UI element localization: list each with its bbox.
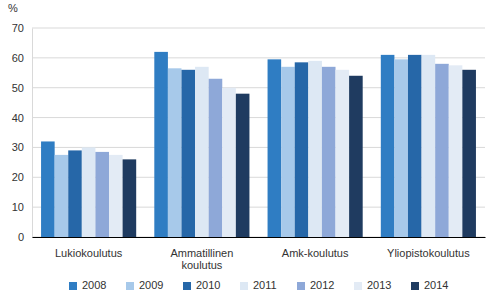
bar-series xyxy=(82,55,435,237)
bar xyxy=(281,67,295,237)
bar xyxy=(308,61,322,237)
legend-item: 2011 xyxy=(240,279,277,291)
y-tick-label: 50 xyxy=(12,82,24,94)
bar-series xyxy=(109,65,462,237)
bar xyxy=(222,88,236,237)
bar xyxy=(449,65,463,237)
legend-label: 2013 xyxy=(367,279,391,291)
legend-item: 2014 xyxy=(411,279,448,291)
bar xyxy=(55,155,69,237)
bar xyxy=(181,70,195,237)
bar xyxy=(154,52,168,237)
bar-series xyxy=(123,70,476,237)
bar xyxy=(408,55,422,237)
grid-line xyxy=(32,28,485,29)
legend-label: 2012 xyxy=(310,279,334,291)
bar xyxy=(422,55,436,237)
legend-label: 2010 xyxy=(196,279,220,291)
bar xyxy=(236,94,250,237)
y-tick-label: 60 xyxy=(12,52,24,64)
bars xyxy=(41,52,476,237)
chart-svg: 0 10 20 30 40 50 60 70 Lukiokoulutus Ammatillinen… xyxy=(0,0,491,303)
chart-container: 0 10 20 30 40 50 60 70 Lukiokoulutus Ammatillinen… xyxy=(0,0,491,303)
legend-swatch xyxy=(354,282,362,290)
y-tick-label: 40 xyxy=(12,112,24,124)
bar xyxy=(209,79,223,237)
grid xyxy=(32,28,485,237)
x-axis: Lukiokoulutus Ammatillinenkoulutus Amk-kou… xyxy=(33,237,486,271)
bar xyxy=(268,59,282,237)
plot-area: 0 10 20 30 40 50 60 70 Lukiokoulutus Ammatillinen… xyxy=(12,22,486,271)
y-tick: 20 xyxy=(12,171,32,183)
legend-label: 2008 xyxy=(82,279,106,291)
x-tick: Amk-koulutus xyxy=(282,237,349,259)
bar-series xyxy=(41,52,394,237)
y-tick-label: 0 xyxy=(18,231,24,243)
legend-label: 2011 xyxy=(253,279,277,291)
legend-item: 2013 xyxy=(354,279,391,291)
bar xyxy=(123,159,137,237)
legend-swatch xyxy=(183,282,191,290)
x-tick-label: Amk-koulutus xyxy=(282,247,349,259)
x-axis-line xyxy=(33,237,486,238)
bar xyxy=(336,70,350,237)
y-tick-label: 70 xyxy=(12,22,24,34)
bar xyxy=(95,152,109,237)
y-axis-title: % xyxy=(8,2,18,14)
bar-series xyxy=(68,55,421,237)
legend-swatch xyxy=(69,282,77,290)
legend-item: 2010 xyxy=(183,279,220,291)
bar xyxy=(82,147,96,237)
legend-label: 2014 xyxy=(424,279,448,291)
bar xyxy=(41,141,55,237)
y-tick-label: 20 xyxy=(12,171,24,183)
bar xyxy=(322,67,336,237)
legend-item: 2012 xyxy=(297,279,334,291)
y-tick: 30 xyxy=(12,141,32,153)
bar xyxy=(109,155,123,237)
x-tick-label: Ammatillinenkoulutus xyxy=(170,247,233,272)
legend-swatch xyxy=(240,282,248,290)
x-tick: Yliopistokoulutus xyxy=(387,237,470,259)
bar xyxy=(195,67,209,237)
legend: 2008 2009 2010 2011 2012 2013 2014 xyxy=(69,279,448,291)
bar-series xyxy=(55,59,408,237)
y-axis: 0 10 20 30 40 50 60 70 xyxy=(12,22,33,243)
legend-swatch xyxy=(297,282,305,290)
legend-swatch xyxy=(126,282,134,290)
bar-series xyxy=(95,64,448,237)
y-tick-label: 10 xyxy=(12,201,24,213)
y-tick: 70 xyxy=(12,22,32,34)
y-tick: 10 xyxy=(12,201,32,213)
bar xyxy=(381,55,395,237)
bar xyxy=(295,62,309,237)
bar xyxy=(349,76,363,237)
legend-swatch xyxy=(411,282,419,290)
legend-item: 2008 xyxy=(69,279,106,291)
y-axis-line xyxy=(32,29,33,238)
bar xyxy=(168,68,182,237)
y-tick: 50 xyxy=(12,82,32,94)
legend-label: 2009 xyxy=(139,279,163,291)
x-tick: Lukiokoulutus xyxy=(55,237,123,259)
x-tick: Ammatillinenkoulutus xyxy=(170,237,233,271)
bar xyxy=(68,150,82,237)
legend-item: 2009 xyxy=(126,279,163,291)
bar xyxy=(462,70,476,237)
y-tick: 0 xyxy=(18,231,32,243)
x-tick-label: Yliopistokoulutus xyxy=(387,247,470,259)
y-tick: 60 xyxy=(12,52,32,64)
bar xyxy=(394,59,408,237)
bar xyxy=(435,64,449,237)
y-tick: 40 xyxy=(12,112,32,124)
y-tick-label: 30 xyxy=(12,141,24,153)
x-tick-label: Lukiokoulutus xyxy=(55,247,123,259)
